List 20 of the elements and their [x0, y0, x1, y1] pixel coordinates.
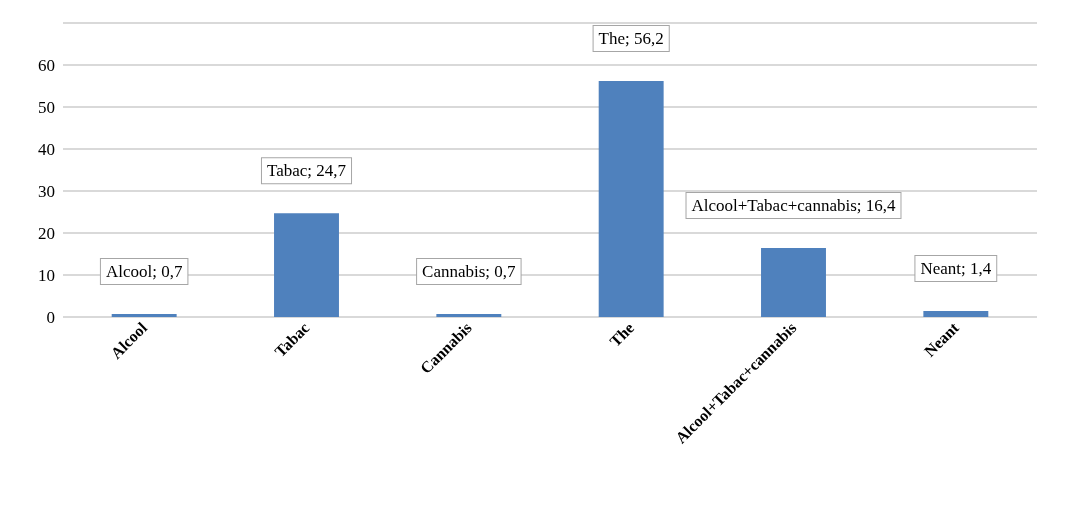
y-tick-label: 60	[38, 55, 55, 75]
y-tick-label: 50	[38, 97, 55, 117]
y-tick-label: 0	[46, 307, 55, 327]
x-tick-label: The	[606, 318, 638, 350]
bar	[598, 80, 664, 317]
data-label: Alcool; 0,7	[105, 262, 183, 282]
y-tick-label: 30	[38, 181, 55, 201]
data-label: Alcool+Tabac+cannabis; 16,4	[691, 196, 896, 216]
y-tick-label: 40	[38, 139, 55, 159]
data-label: Tabac; 24,7	[266, 161, 347, 181]
data-label: The; 56,2	[598, 28, 664, 48]
bar	[111, 314, 177, 317]
bar	[436, 314, 502, 317]
y-tick-label: 20	[38, 223, 55, 243]
bar	[761, 248, 826, 317]
data-label: Cannabis; 0,7	[422, 262, 517, 282]
bar	[923, 311, 989, 317]
y-tick-label: 10	[38, 265, 55, 285]
data-label: Neant; 1,4	[920, 259, 992, 279]
bar	[274, 213, 339, 317]
